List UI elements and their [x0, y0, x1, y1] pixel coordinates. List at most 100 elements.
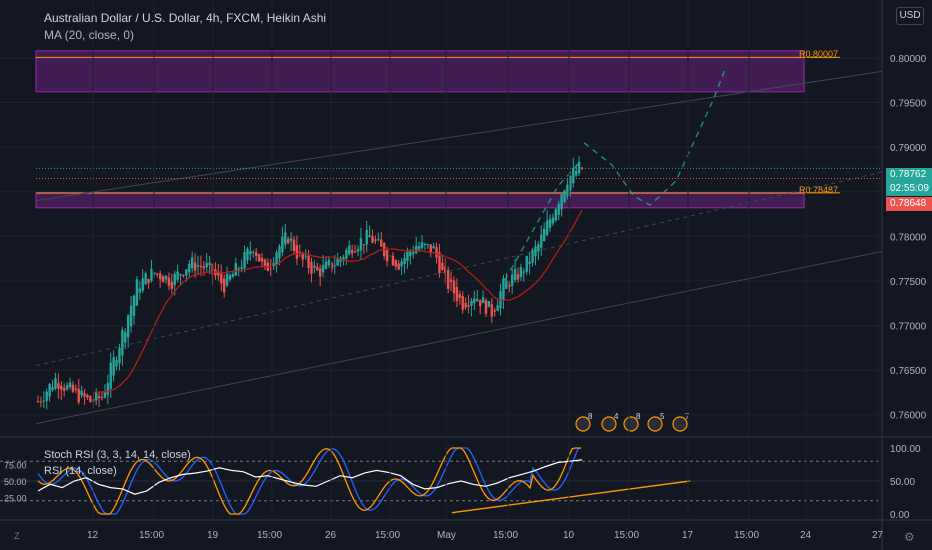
candle-body — [202, 266, 206, 269]
candle-body — [182, 274, 185, 276]
candle-body — [461, 296, 464, 310]
osc-tick-label: 100.00 — [890, 444, 921, 455]
candle-body — [502, 278, 505, 300]
channel-lower-line — [35, 251, 883, 425]
candle-body — [234, 263, 238, 276]
event-marker-icon — [601, 416, 617, 432]
projection-path — [583, 66, 727, 206]
candle-body — [493, 310, 496, 312]
candle-body — [496, 305, 499, 311]
candle-body — [121, 329, 124, 356]
candle-body — [89, 396, 92, 403]
candle-body — [420, 242, 424, 248]
time-tick-label: 15:00 — [614, 530, 639, 541]
candle-body — [359, 238, 363, 251]
candle-body — [60, 385, 63, 390]
candle-body — [350, 249, 354, 254]
candle-body — [362, 244, 366, 246]
stoch-rsi-label[interactable]: Stoch RSI (3, 3, 14, 14, close) — [44, 449, 191, 461]
candle-body — [368, 235, 371, 238]
event-marker-icon — [672, 416, 688, 432]
candle-body — [185, 269, 188, 276]
ma-line — [93, 209, 583, 394]
candle-body — [304, 255, 307, 257]
stoch-d-line — [37, 447, 581, 515]
support-label: R0.78487 — [799, 185, 839, 195]
price-tick-label: 0.76000 — [890, 411, 927, 422]
candle-body — [464, 302, 467, 308]
candle-body — [260, 257, 264, 262]
time-tick-label: May — [437, 530, 456, 541]
candle-body — [374, 239, 377, 241]
candle-body — [513, 268, 517, 281]
time-tick-label: 10 — [563, 530, 575, 541]
ma-price-tag: 0.78648 — [886, 197, 932, 211]
candle-body — [426, 244, 430, 246]
candle-body — [470, 300, 473, 306]
candle-body — [313, 265, 316, 268]
candle-body — [371, 236, 374, 243]
candle-body — [292, 239, 296, 252]
candle-body — [478, 299, 482, 307]
candle-body — [324, 261, 328, 269]
candle-body — [188, 264, 191, 273]
candle-body — [432, 246, 435, 249]
candle-body — [289, 238, 293, 241]
stoch-k-line — [37, 447, 582, 515]
candle-body — [545, 220, 549, 236]
time-tick-label: 17 — [682, 530, 694, 541]
candle-body — [225, 273, 229, 286]
ma-indicator-label[interactable]: MA (20, close, 0) — [44, 28, 135, 42]
candle-body — [196, 265, 200, 267]
candle-body — [190, 257, 194, 269]
candle-body — [205, 262, 208, 268]
candle-body — [429, 244, 432, 253]
candle-body — [228, 275, 232, 280]
candle-body — [138, 288, 142, 293]
time-tick-label: 15:00 — [257, 530, 282, 541]
currency-button[interactable]: USD — [896, 7, 924, 25]
candle-body — [246, 248, 249, 261]
candle-body — [275, 252, 278, 265]
time-tick-label: 15:00 — [139, 530, 164, 541]
candle-body — [380, 239, 383, 247]
candle-body — [176, 271, 179, 280]
event-marker-count: 8 — [636, 412, 641, 421]
candle-body — [129, 305, 133, 327]
candle-body — [42, 400, 46, 402]
rsi-label[interactable]: RSI (14, close) — [44, 465, 117, 477]
channel-upper-line — [35, 70, 883, 202]
candle-body — [132, 295, 136, 316]
candle-body — [150, 268, 153, 282]
candle-body — [278, 246, 281, 259]
candle-body — [118, 347, 121, 364]
candle-body — [510, 274, 514, 286]
candle-body — [45, 391, 48, 402]
candle-body — [345, 250, 348, 259]
candle-body — [199, 266, 203, 268]
time-tick-label: 19 — [207, 530, 219, 541]
candle-body — [414, 245, 418, 254]
candle-body — [318, 268, 322, 277]
candle-body — [208, 262, 211, 266]
candle-body — [284, 232, 287, 245]
settings-gear-icon[interactable]: ⚙ — [904, 530, 915, 544]
price-tick-label: 0.80000 — [890, 54, 927, 65]
zoom-button[interactable]: Z — [14, 531, 20, 541]
candle-body — [505, 280, 508, 289]
candle-body — [301, 252, 304, 260]
candle-body — [257, 254, 261, 262]
candle-body — [540, 234, 543, 248]
candle-body — [417, 246, 421, 250]
candle-body — [170, 281, 174, 289]
candle-body — [316, 266, 319, 271]
candle-body — [403, 257, 406, 264]
candle-body — [377, 239, 380, 241]
time-tick-label: 12 — [87, 530, 99, 541]
candle-body — [243, 252, 246, 269]
candle-body — [534, 246, 537, 257]
candle-body — [522, 271, 526, 273]
candle-body — [158, 273, 162, 280]
candle-body — [574, 170, 578, 176]
